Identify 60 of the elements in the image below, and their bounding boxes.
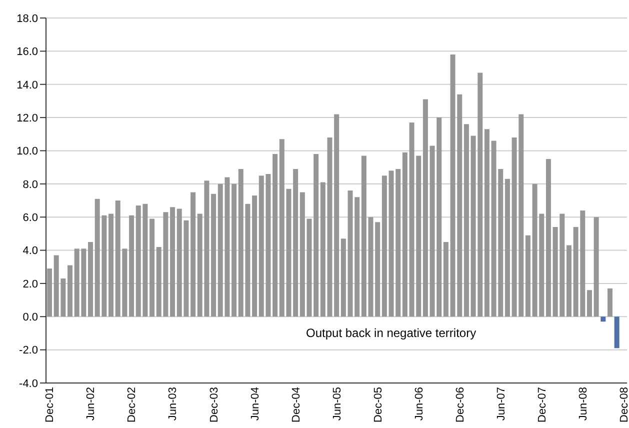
y-tick-label: 2.0 <box>22 278 38 290</box>
x-tick-label: Jun-03 <box>167 387 180 421</box>
bar <box>504 178 510 317</box>
bar <box>293 168 298 317</box>
bar <box>566 245 572 317</box>
bar <box>422 99 428 317</box>
bar <box>443 242 448 317</box>
bar <box>150 218 155 317</box>
bar <box>382 176 387 317</box>
bar <box>464 124 469 317</box>
annotation: Output back in negative territory <box>306 326 476 340</box>
bar <box>614 316 620 348</box>
bar <box>190 192 196 317</box>
bar <box>272 154 278 317</box>
x-tick-label: Dec-01 <box>44 387 56 422</box>
y-tick-label: -2.0 <box>19 344 38 357</box>
y-tick-label: 6.0 <box>22 212 38 224</box>
y-tick-label: 0.0 <box>22 312 38 324</box>
bar <box>600 316 606 322</box>
bar <box>88 242 94 317</box>
bar <box>525 235 530 317</box>
bar <box>252 196 258 317</box>
bar <box>586 290 592 317</box>
bar <box>340 238 346 317</box>
bar <box>68 265 73 317</box>
bar <box>170 207 176 317</box>
x-tick-label: Jun-02 <box>85 387 98 421</box>
y-tick-label: 8.0 <box>22 178 38 191</box>
x-tick-label: Dec-02 <box>126 387 138 422</box>
x-tick-label: Dec-03 <box>208 387 220 422</box>
x-tick-label: Jun-06 <box>413 387 426 421</box>
x-tick-label: Dec-04 <box>290 387 302 422</box>
x-tick-label: Dec-05 <box>372 387 384 422</box>
x-tick-label: Jun-08 <box>577 387 590 421</box>
bar <box>314 154 319 317</box>
x-tick-label: Jun-04 <box>249 387 262 421</box>
bar <box>108 214 114 317</box>
y-tick-label: -4.0 <box>19 378 38 390</box>
x-tick-label: Dec-06 <box>454 387 466 422</box>
x-tick-label: Dec-07 <box>536 387 548 422</box>
bar <box>47 268 52 317</box>
y-tick-label: 16.0 <box>16 46 38 58</box>
bar <box>334 114 340 317</box>
bar <box>546 159 551 317</box>
bar <box>129 215 134 317</box>
y-tick-label: 12.0 <box>16 112 38 124</box>
bar <box>211 194 216 317</box>
y-tick-label: 14.0 <box>16 79 38 92</box>
bar <box>607 288 612 317</box>
x-tick-label: Jun-05 <box>331 387 344 421</box>
x-tick-label: Jun-07 <box>495 387 508 421</box>
bar <box>402 152 408 317</box>
y-tick-label: 18.0 <box>16 12 38 25</box>
bar <box>232 184 237 317</box>
bar <box>484 129 490 317</box>
x-tick-label: Dec-08 <box>618 387 629 422</box>
bar <box>594 217 599 317</box>
y-tick-label: 10.0 <box>16 146 38 158</box>
y-tick-label: 4.0 <box>22 245 38 258</box>
bar <box>361 156 366 317</box>
